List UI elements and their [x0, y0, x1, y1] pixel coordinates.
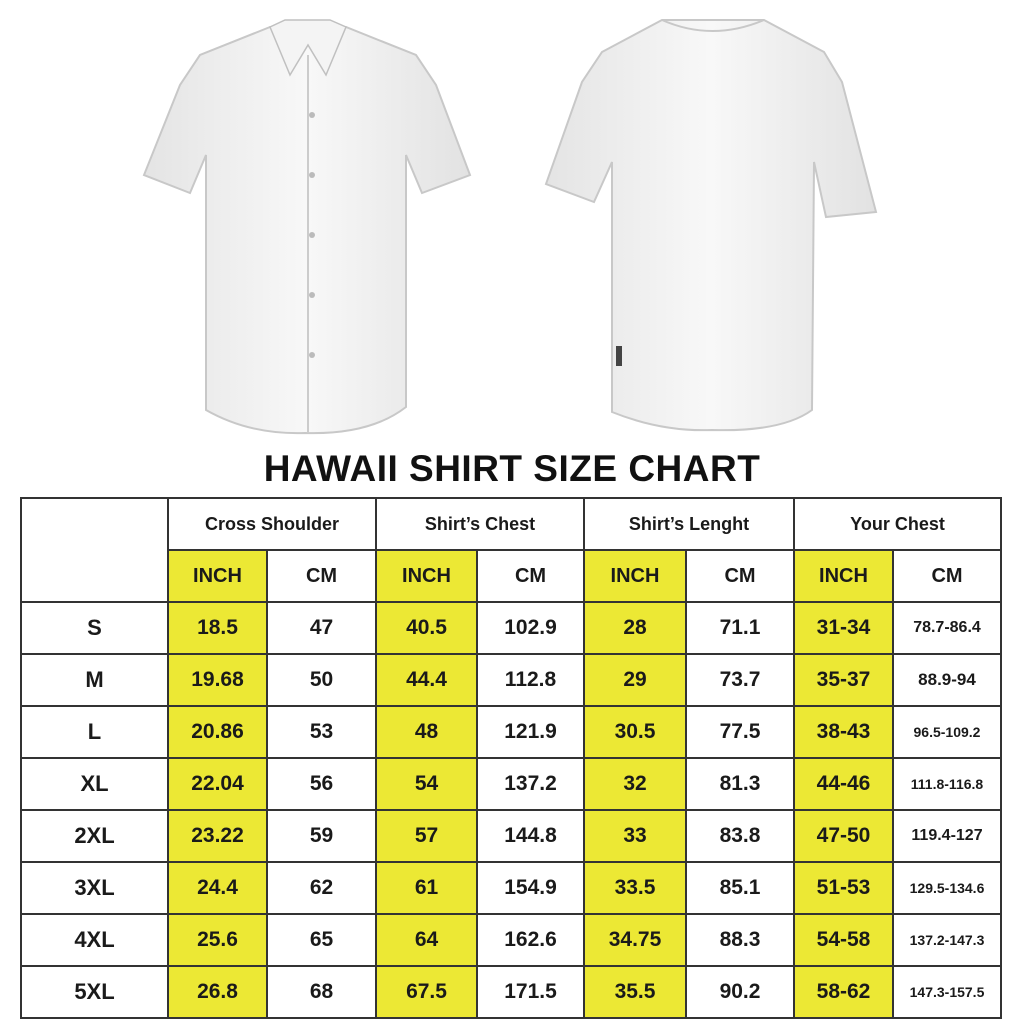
value-cell: 44-46: [793, 757, 894, 811]
value-cell: 48: [375, 705, 478, 759]
value-cell: 111.8-116.8: [892, 757, 1002, 811]
size-label: 5XL: [20, 965, 169, 1019]
group-header: Your Chest: [793, 497, 1002, 551]
value-cell: 85.1: [685, 861, 795, 915]
table-row: XL 22.04 56 54 137.2 32 81.3 44-46 111.8-116.8: [20, 757, 1002, 811]
value-cell: 44.4: [375, 653, 478, 707]
unit-header: CM: [476, 549, 585, 603]
value-cell: 56: [266, 757, 377, 811]
shirt-front-image: [142, 19, 472, 435]
size-chart-table: Cross Shoulder Shirt’s Chest Shirt’s Lengh…: [20, 497, 1002, 1019]
value-cell: 31-34: [793, 601, 894, 655]
corner-cell: [20, 497, 169, 603]
value-cell: 88.9-94: [892, 653, 1002, 707]
value-cell: 33: [583, 809, 687, 863]
unit-header: INCH: [375, 549, 478, 603]
value-cell: 137.2: [476, 757, 585, 811]
value-cell: 162.6: [476, 913, 585, 967]
value-cell: 51-53: [793, 861, 894, 915]
value-cell: 129.5-134.6: [892, 861, 1002, 915]
value-cell: 29: [583, 653, 687, 707]
size-label: M: [20, 653, 169, 707]
value-cell: 112.8: [476, 653, 585, 707]
value-cell: 23.22: [167, 809, 268, 863]
value-cell: 83.8: [685, 809, 795, 863]
value-cell: 53: [266, 705, 377, 759]
value-cell: 26.8: [167, 965, 268, 1019]
value-cell: 47-50: [793, 809, 894, 863]
size-label: 2XL: [20, 809, 169, 863]
unit-header: INCH: [167, 549, 268, 603]
value-cell: 71.1: [685, 601, 795, 655]
value-cell: 62: [266, 861, 377, 915]
value-cell: 81.3: [685, 757, 795, 811]
size-label: S: [20, 601, 169, 655]
value-cell: 61: [375, 861, 478, 915]
value-cell: 30.5: [583, 705, 687, 759]
value-cell: 147.3-157.5: [892, 965, 1002, 1019]
value-cell: 65: [266, 913, 377, 967]
value-cell: 102.9: [476, 601, 585, 655]
value-cell: 64: [375, 913, 478, 967]
value-cell: 88.3: [685, 913, 795, 967]
table-row: M 19.68 50 44.4 112.8 29 73.7 35-37 88.9-94: [20, 653, 1002, 707]
table-row: 5XL 26.8 68 67.5 171.5 35.5 90.2 58-62 147.3-157…: [20, 965, 1002, 1019]
value-cell: 25.6: [167, 913, 268, 967]
value-cell: 57: [375, 809, 478, 863]
shirt-back-image: [544, 19, 878, 432]
size-label: 4XL: [20, 913, 169, 967]
group-header: Shirt’s Chest: [375, 497, 585, 551]
size-label: 3XL: [20, 861, 169, 915]
value-cell: 22.04: [167, 757, 268, 811]
header-row-groups: Cross Shoulder Shirt’s Chest Shirt’s Lengh…: [20, 497, 1002, 603]
value-cell: 96.5-109.2: [892, 705, 1002, 759]
value-cell: 59: [266, 809, 377, 863]
value-cell: 78.7-86.4: [892, 601, 1002, 655]
value-cell: 90.2: [685, 965, 795, 1019]
value-cell: 77.5: [685, 705, 795, 759]
value-cell: 35.5: [583, 965, 687, 1019]
value-cell: 38-43: [793, 705, 894, 759]
value-cell: 24.4: [167, 861, 268, 915]
value-cell: 67.5: [375, 965, 478, 1019]
value-cell: 35-37: [793, 653, 894, 707]
group-header: Cross Shoulder: [167, 497, 377, 551]
value-cell: 54: [375, 757, 478, 811]
value-cell: 18.5: [167, 601, 268, 655]
value-cell: 28: [583, 601, 687, 655]
size-label: L: [20, 705, 169, 759]
header-row-units: INCH CM INCH CM INCH CM INCH CM: [21, 549, 1002, 603]
value-cell: 50: [266, 653, 377, 707]
value-cell: 33.5: [583, 861, 687, 915]
table-row: 2XL 23.22 59 57 144.8 33 83.8 47-50 119.4-127: [20, 809, 1002, 863]
value-cell: 144.8: [476, 809, 585, 863]
value-cell: 119.4-127: [892, 809, 1002, 863]
value-cell: 47: [266, 601, 377, 655]
page-title: HAWAII SHIRT SIZE CHART: [263, 448, 761, 489]
value-cell: 73.7: [685, 653, 795, 707]
unit-header: CM: [266, 549, 377, 603]
value-cell: 121.9: [476, 705, 585, 759]
value-cell: 19.68: [167, 653, 268, 707]
table-row: 3XL 24.4 62 61 154.9 33.5 85.1 51-53 129.5-134.6: [20, 861, 1002, 915]
value-cell: 68: [266, 965, 377, 1019]
group-header: Shirt’s Lenght: [583, 497, 795, 551]
value-cell: 137.2-147.3: [892, 913, 1002, 967]
table-row: S 18.5 47 40.5 102.9 28 71.1 31-34 78.7-86.4: [20, 601, 1002, 655]
unit-header: INCH: [793, 549, 894, 603]
value-cell: 171.5: [476, 965, 585, 1019]
table-row: 4XL 25.6 65 64 162.6 34.75 88.3 54-58 137.2-147.…: [20, 913, 1002, 967]
unit-header: CM: [892, 549, 1002, 603]
value-cell: 54-58: [793, 913, 894, 967]
value-cell: 20.86: [167, 705, 268, 759]
value-cell: 154.9: [476, 861, 585, 915]
value-cell: 32: [583, 757, 687, 811]
value-cell: 40.5: [375, 601, 478, 655]
unit-header: INCH: [583, 549, 687, 603]
value-cell: 58-62: [793, 965, 894, 1019]
unit-header: CM: [685, 549, 795, 603]
table-row: L 20.86 53 48 121.9 30.5 77.5 38-43 96.5-109.2: [20, 705, 1002, 759]
value-cell: 34.75: [583, 913, 687, 967]
size-label: XL: [20, 757, 169, 811]
